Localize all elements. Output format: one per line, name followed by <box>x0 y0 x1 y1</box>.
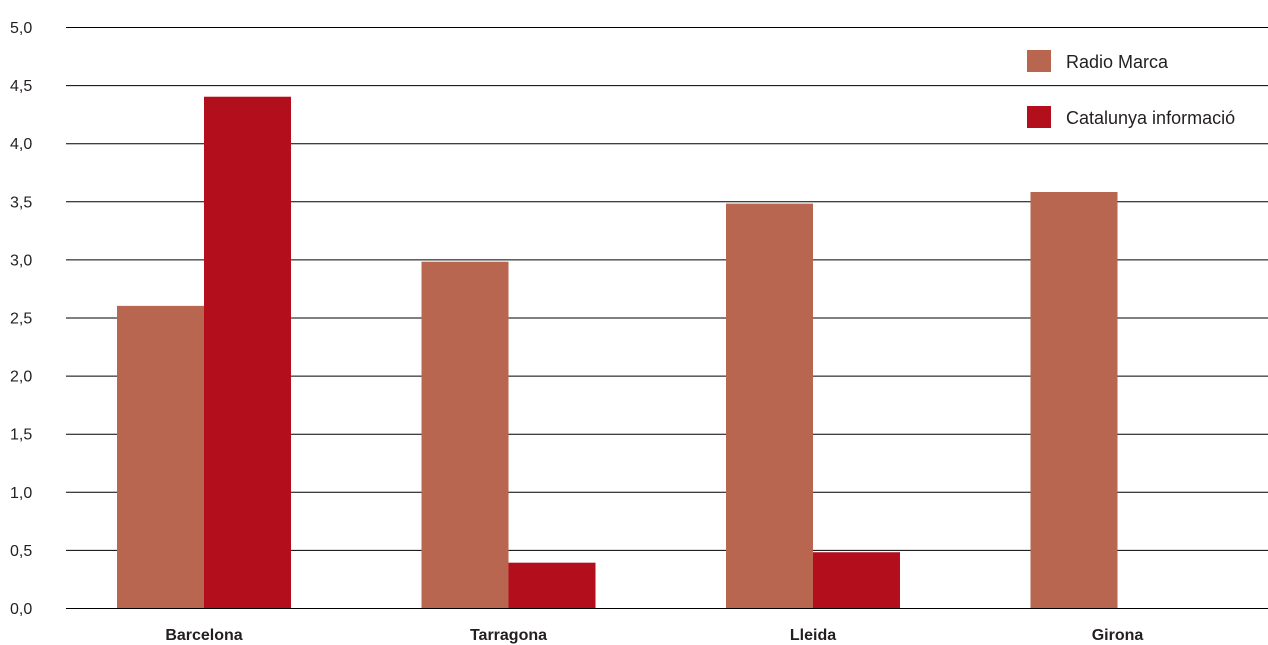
y-tick-label: 3,0 <box>10 252 32 269</box>
legend-swatch-catalunya-informacio <box>1027 106 1051 128</box>
legend-item-catalunya-informacio: Catalunya informació <box>1027 106 1235 128</box>
y-tick-label: 2,5 <box>10 311 32 328</box>
y-tick-label: 0,5 <box>10 543 32 560</box>
y-tick-label: 4,0 <box>10 136 32 153</box>
legend-label-radio-marca: Radio Marca <box>1066 52 1169 72</box>
y-tick-label: 5,0 <box>10 20 32 37</box>
legend-label-catalunya-informacio: Catalunya informació <box>1066 108 1235 128</box>
legend-item-radio-marca: Radio Marca <box>1027 50 1169 72</box>
bar-lleida-series-1 <box>726 203 813 608</box>
y-tick-label: 1,0 <box>10 485 32 502</box>
y-tick-label: 2,0 <box>10 369 32 386</box>
x-axis-tick-labels: Barcelona Tarragona Lleida Girona <box>165 627 1143 644</box>
bar-barcelona-series-1 <box>117 305 204 608</box>
legend-swatch-radio-marca <box>1027 50 1051 72</box>
x-tick-label-tarragona: Tarragona <box>470 627 547 644</box>
y-tick-label: 4,5 <box>10 78 32 95</box>
bar-barcelona-series-2 <box>204 96 291 608</box>
y-tick-label: 0,0 <box>10 601 32 618</box>
bar-tarragona-series-1 <box>421 261 509 608</box>
y-axis-tick-labels: 0,0 0,5 1,0 1,5 2,0 2,5 3,0 3,5 4,0 4,5 5,0 <box>10 20 32 618</box>
bars <box>117 96 1118 608</box>
y-tick-label: 1,5 <box>10 427 32 444</box>
x-tick-label-barcelona: Barcelona <box>165 627 242 644</box>
bar-tarragona-series-2 <box>508 562 596 608</box>
x-tick-label-girona: Girona <box>1092 627 1144 644</box>
y-tick-label: 3,5 <box>10 194 32 211</box>
x-tick-label-lleida: Lleida <box>790 627 836 644</box>
bar-lleida-series-2 <box>813 552 900 608</box>
legend: Radio Marca Catalunya informació <box>1027 50 1235 128</box>
bar-girona-series-1 <box>1030 192 1118 608</box>
